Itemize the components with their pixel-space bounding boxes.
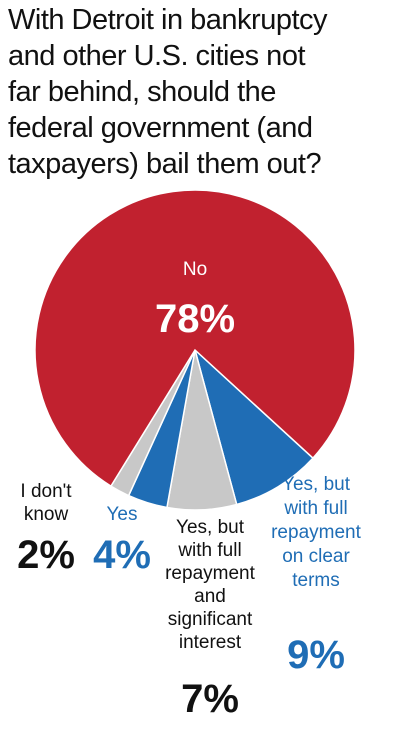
slice-label: I don't know bbox=[20, 481, 72, 525]
slice-label: Yes, but with full repayment on clear terms bbox=[271, 474, 361, 591]
value-label: 78% bbox=[155, 297, 235, 341]
value-label: 9% bbox=[287, 633, 345, 677]
chart-title: With Detroit in bankruptcy and other U.S… bbox=[8, 4, 328, 180]
value-label: 4% bbox=[93, 533, 151, 577]
slice-label: Yes, but with full repayment and significant… bbox=[165, 517, 255, 653]
value-label: 7% bbox=[181, 677, 239, 721]
value-label: 2% bbox=[17, 533, 75, 577]
pie-slice bbox=[193, 347, 315, 506]
slice-label: Yes bbox=[107, 504, 138, 525]
pie-slice bbox=[34, 189, 356, 488]
slice-label: No bbox=[183, 259, 207, 280]
